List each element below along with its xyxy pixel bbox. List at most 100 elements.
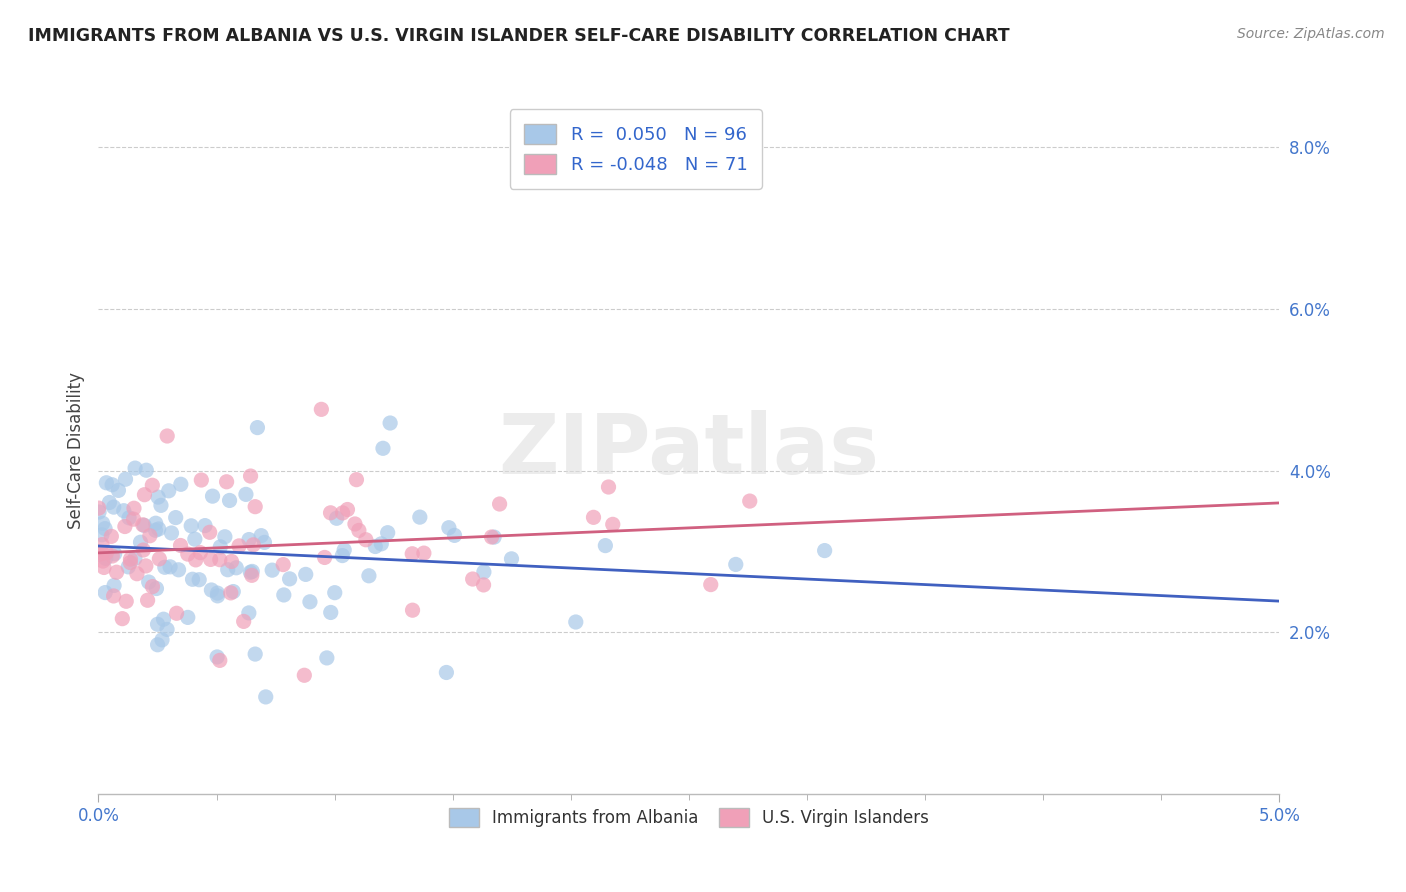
Point (738, 494, 761, 508)
Point (103, 589, 125, 603)
Point (346, 473, 368, 487)
Point (181, 572, 204, 586)
Point (314, 550, 336, 565)
Point (122, 501, 145, 516)
Point (134, 518, 156, 533)
Point (188, 573, 211, 587)
Point (156, 429, 179, 443)
Point (96, 546, 118, 560)
Point (235, 487, 257, 501)
Point (100, 529, 122, 543)
Point (273, 588, 295, 602)
Point (602, 517, 624, 532)
Text: Source: ZipAtlas.com: Source: ZipAtlas.com (1237, 27, 1385, 41)
Point (177, 610, 200, 624)
Point (129, 535, 152, 549)
Point (148, 522, 170, 536)
Y-axis label: Self-Care Disability: Self-Care Disability (66, 372, 84, 529)
Point (177, 547, 200, 561)
Point (333, 543, 356, 558)
Point (90, 528, 112, 542)
Point (239, 469, 262, 483)
Point (217, 563, 239, 577)
Point (357, 569, 380, 583)
Point (332, 549, 354, 563)
Point (443, 528, 465, 542)
Point (364, 540, 387, 554)
Point (91, 516, 114, 531)
Point (132, 517, 155, 532)
Point (103, 578, 125, 592)
Point (472, 578, 495, 592)
Point (87, 501, 110, 516)
Point (114, 519, 136, 533)
Point (323, 585, 346, 599)
Point (94, 522, 117, 536)
Point (315, 651, 337, 665)
Point (153, 560, 176, 574)
Point (401, 603, 423, 617)
Point (134, 488, 156, 502)
Point (238, 606, 260, 620)
Point (165, 510, 187, 524)
Point (156, 623, 179, 637)
Point (488, 497, 510, 511)
Point (228, 539, 250, 553)
Point (149, 499, 172, 513)
Point (343, 516, 366, 531)
Point (104, 547, 127, 561)
Point (214, 530, 236, 544)
Point (218, 493, 240, 508)
Point (105, 566, 128, 580)
Point (232, 615, 254, 629)
Point (103, 500, 125, 515)
Point (215, 475, 238, 489)
Point (319, 606, 342, 620)
Point (240, 565, 263, 579)
Point (582, 510, 605, 524)
Point (167, 563, 190, 577)
Point (125, 566, 148, 581)
Point (115, 594, 138, 608)
Point (294, 567, 316, 582)
Point (245, 500, 267, 514)
Point (437, 521, 460, 535)
Point (180, 519, 202, 533)
Point (201, 489, 224, 503)
Point (242, 538, 264, 552)
Point (325, 511, 347, 525)
Point (139, 529, 162, 543)
Point (94, 585, 117, 599)
Point (136, 593, 159, 607)
Point (91, 538, 114, 552)
Point (200, 552, 222, 566)
Point (482, 530, 505, 544)
Point (184, 532, 207, 546)
Point (409, 510, 432, 524)
Point (347, 524, 370, 538)
Point (262, 563, 284, 577)
Point (501, 552, 523, 566)
Point (141, 580, 163, 594)
Point (118, 510, 141, 524)
Point (150, 632, 173, 647)
Point (146, 617, 169, 632)
Point (124, 551, 146, 566)
Point (101, 477, 124, 491)
Point (138, 575, 160, 590)
Point (225, 561, 247, 575)
Point (135, 558, 157, 573)
Legend: Immigrants from Albania, U.S. Virgin Islanders: Immigrants from Albania, U.S. Virgin Isl… (443, 801, 935, 834)
Point (205, 649, 228, 664)
Point (377, 525, 399, 540)
Point (112, 504, 135, 518)
Point (250, 529, 273, 543)
Point (332, 506, 354, 520)
Point (208, 653, 231, 667)
Point (146, 638, 169, 652)
Point (198, 525, 221, 540)
Point (169, 539, 191, 553)
Point (152, 612, 174, 626)
Point (370, 537, 392, 551)
Point (239, 566, 262, 580)
